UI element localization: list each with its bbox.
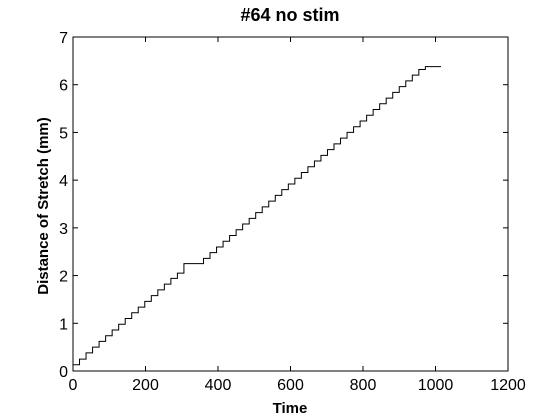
y-tick-label: 6 bbox=[59, 78, 68, 95]
y-axis-label: Distance of Stretch (mm) bbox=[35, 117, 52, 295]
y-tick-label: 2 bbox=[59, 269, 68, 286]
x-tick-label: 600 bbox=[277, 377, 304, 394]
x-tick-label: 200 bbox=[132, 377, 159, 394]
x-tick-label: 800 bbox=[350, 377, 377, 394]
y-tick-label: 0 bbox=[59, 364, 68, 381]
x-tick-label: 400 bbox=[205, 377, 232, 394]
x-tick-label: 0 bbox=[69, 377, 78, 394]
plot-area bbox=[72, 36, 509, 372]
x-tick-label: 1200 bbox=[490, 377, 526, 394]
y-tick-label: 4 bbox=[59, 173, 68, 190]
y-tick-label: 7 bbox=[59, 30, 68, 47]
chart-title: #64 no stim bbox=[240, 5, 339, 25]
x-axis-label: Time bbox=[273, 400, 308, 417]
series-layer bbox=[73, 66, 441, 366]
series-line bbox=[73, 66, 441, 366]
y-tick-label: 1 bbox=[59, 316, 68, 333]
x-tick-label: 1000 bbox=[418, 377, 454, 394]
y-tick-label: 5 bbox=[59, 125, 68, 142]
y-axis: 0 1 2 3 4 5 6 7 bbox=[59, 30, 508, 381]
y-tick-label: 3 bbox=[59, 221, 68, 238]
x-axis: 0 200 400 600 800 1000 1200 bbox=[69, 37, 526, 394]
